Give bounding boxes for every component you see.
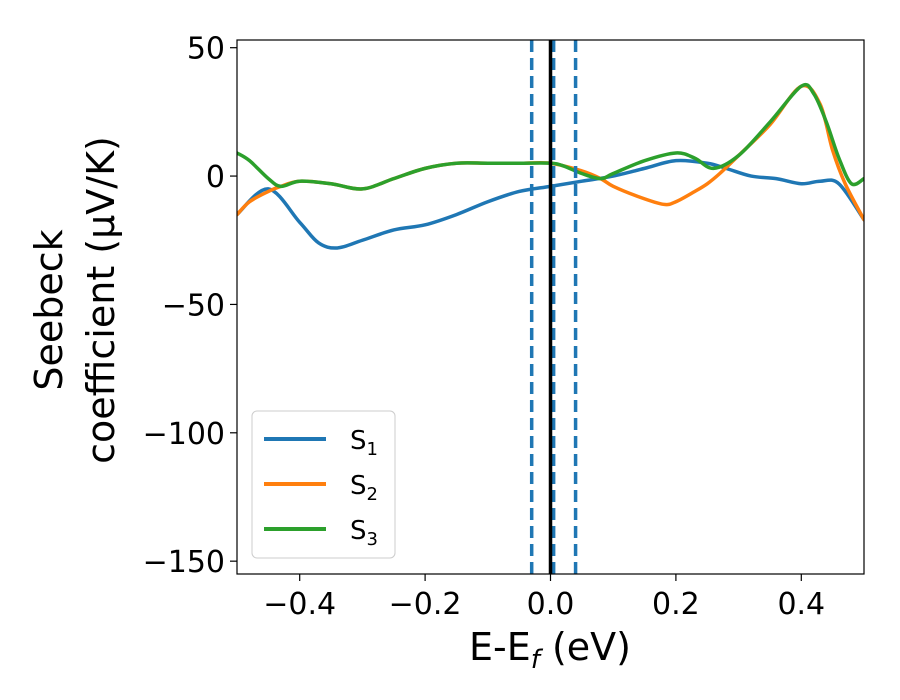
vline-layer — [529, 40, 578, 574]
x-axis-label-main: E-E — [469, 625, 531, 669]
x-tick-label: 0.0 — [527, 587, 575, 622]
y-axis-label-line2: coefficient (μV/K) — [79, 136, 123, 464]
x-tick-label: −0.2 — [389, 587, 462, 622]
y-tick-label: −150 — [143, 545, 225, 580]
y-tick-label: −50 — [162, 288, 225, 323]
x-tick-label: −0.4 — [263, 587, 336, 622]
legend-label-s3: S3 — [350, 516, 378, 550]
x-tick-label: 0.2 — [652, 587, 700, 622]
series-layer — [237, 82, 864, 250]
y-tick-label: 0 — [206, 160, 225, 195]
y-axis-label-line1: Seebeck — [27, 229, 71, 390]
x-axis-label: E-Ef (eV) — [469, 625, 631, 675]
x-tick-label: 0.4 — [777, 587, 825, 622]
y-tick-label: −100 — [143, 417, 225, 452]
y-tick-label: 50 — [187, 32, 225, 67]
series-line-s1 — [237, 158, 864, 250]
x-axis-ticks: −0.4 −0.2 0.0 0.2 0.4 — [263, 574, 825, 622]
x-axis-label-unit: (eV) — [540, 625, 631, 669]
y-axis-ticks: 50 0 −50 −100 −150 — [143, 32, 237, 580]
legend-label-s1: S1 — [350, 426, 378, 460]
legend-label-s2: S2 — [350, 471, 378, 505]
series-line-s3 — [237, 82, 864, 191]
legend: S1 S2 S3 — [251, 410, 396, 559]
